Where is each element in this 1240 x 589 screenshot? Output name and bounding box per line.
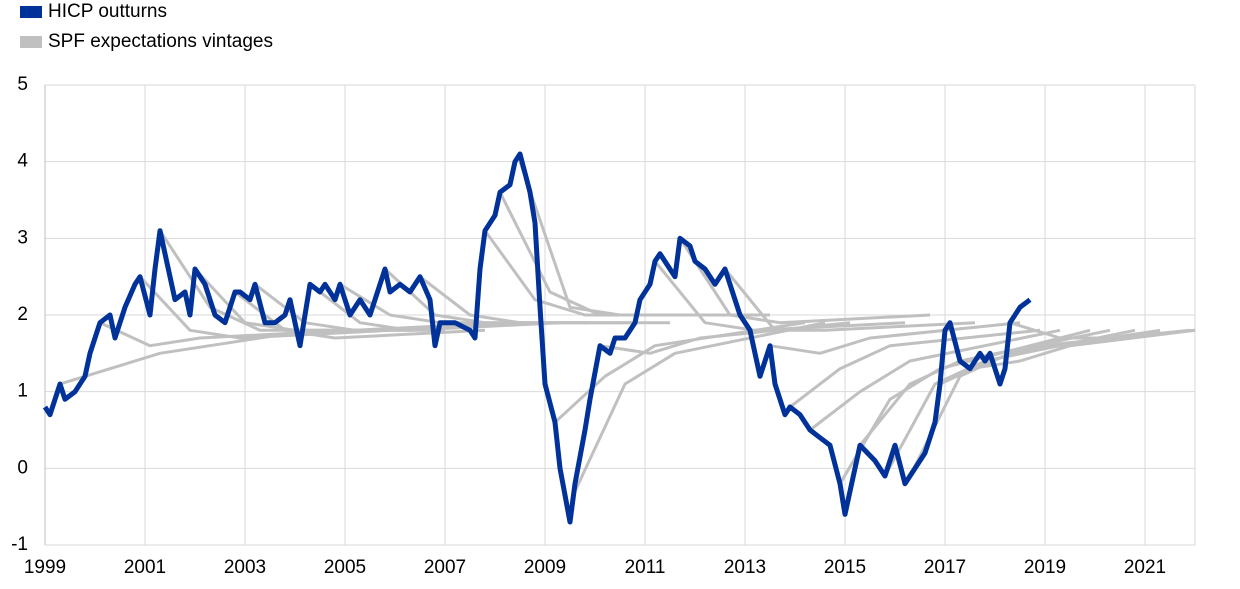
legend-swatch bbox=[20, 36, 42, 48]
hicp-line bbox=[42, 151, 1032, 525]
y-tick-label: 0 bbox=[17, 457, 28, 478]
y-tick-label: 4 bbox=[17, 151, 28, 172]
x-tick-label: 2013 bbox=[724, 557, 766, 578]
x-tick-label: 2005 bbox=[324, 557, 366, 578]
spf-vintage-line bbox=[254, 283, 506, 332]
x-tick-label: 2011 bbox=[625, 557, 666, 578]
spf-vintage-line bbox=[1009, 321, 1196, 340]
x-tick-label: 2021 bbox=[1124, 557, 1166, 578]
legend-label: SPF expectations vintages bbox=[48, 31, 273, 52]
spf-vintage-line bbox=[518, 161, 770, 317]
legend-swatch bbox=[20, 6, 42, 18]
spf-vintage-line bbox=[419, 275, 670, 325]
spf-vintage-line bbox=[653, 260, 906, 332]
x-tick-label: 2001 bbox=[124, 557, 166, 578]
legend-label: HICP outturns bbox=[48, 1, 167, 22]
spf-vintage-line bbox=[483, 229, 735, 317]
x-tick-label: 2009 bbox=[524, 557, 566, 578]
spf-vintage-line bbox=[678, 237, 931, 325]
spf-vintage-line bbox=[858, 328, 1111, 447]
y-tick-label: 1 bbox=[17, 381, 28, 402]
y-tick-label: 3 bbox=[17, 227, 28, 248]
spf-vintage-line bbox=[99, 321, 351, 348]
spf-vintage-line bbox=[309, 283, 561, 332]
x-tick-label: 2019 bbox=[1024, 557, 1066, 578]
spf-vintage-line bbox=[809, 328, 1061, 432]
x-tick-label: 2007 bbox=[424, 557, 466, 578]
y-tick-label: 2 bbox=[17, 304, 28, 325]
y-tick-label: 5 bbox=[17, 74, 28, 95]
y-tick-label: -1 bbox=[11, 534, 28, 555]
spf-vintage-line bbox=[723, 268, 976, 332]
x-tick-label: 2015 bbox=[824, 557, 866, 578]
spf-vintage-line bbox=[789, 328, 1041, 409]
x-tick-label: 2017 bbox=[924, 557, 966, 578]
x-tick-label: 2003 bbox=[224, 557, 266, 578]
x-tick-label: 1999 bbox=[24, 557, 66, 578]
